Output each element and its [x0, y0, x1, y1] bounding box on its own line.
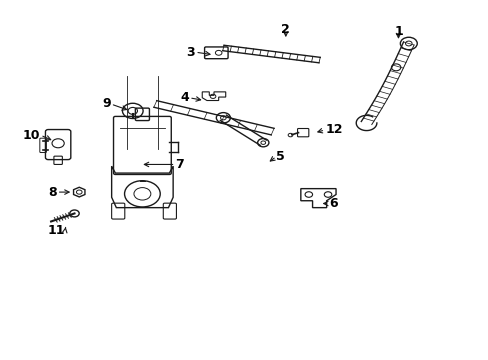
Text: 5: 5 [276, 150, 285, 163]
Text: 6: 6 [328, 197, 337, 210]
Text: 3: 3 [186, 46, 195, 59]
Text: 9: 9 [102, 98, 110, 111]
Text: 2: 2 [281, 23, 289, 36]
Text: 4: 4 [180, 91, 189, 104]
Text: 7: 7 [175, 158, 184, 171]
Text: 8: 8 [48, 186, 57, 199]
Text: 12: 12 [325, 123, 342, 136]
Text: 10: 10 [23, 129, 40, 141]
FancyBboxPatch shape [204, 47, 227, 59]
Text: 1: 1 [393, 25, 402, 38]
Text: 11: 11 [47, 224, 65, 237]
